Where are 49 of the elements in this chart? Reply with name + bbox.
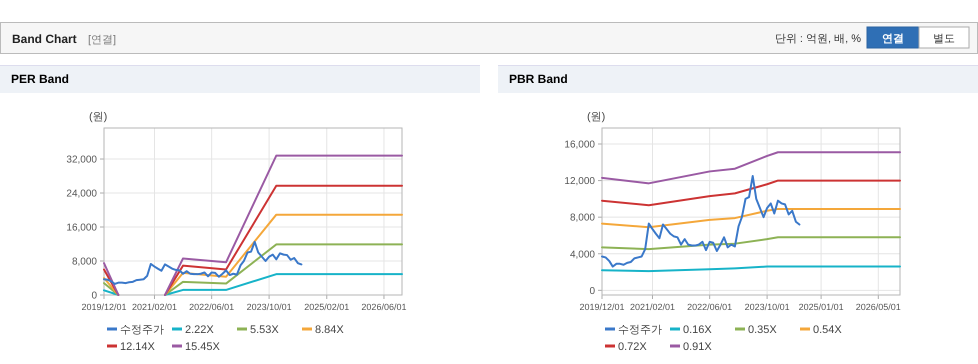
y-tick-label: 8,000 bbox=[570, 212, 596, 224]
y-tick-label: 12,000 bbox=[564, 176, 596, 188]
text: 연결 bbox=[882, 33, 904, 45]
y-tick-label: 16,000 bbox=[66, 222, 98, 234]
legend-label: 15.45X bbox=[185, 341, 221, 353]
legend-label: 2.22X bbox=[185, 324, 214, 336]
y-tick-label: 4,000 bbox=[570, 249, 596, 260]
x-tick-label: 2026/05/01 bbox=[856, 302, 901, 312]
legend-label: 0.54X bbox=[813, 324, 842, 336]
legend-label: 0.72X bbox=[618, 341, 648, 353]
x-tick-label: 2022/06/01 bbox=[189, 302, 234, 312]
chart-title: PBR Band bbox=[498, 65, 978, 93]
line-series bbox=[601, 208, 901, 228]
text: 별도 bbox=[933, 33, 955, 45]
x-tick-label: 2021/02/01 bbox=[630, 302, 675, 312]
line-series bbox=[601, 175, 800, 268]
x-tick-label: 2025/01/01 bbox=[798, 302, 844, 312]
x-tick-label: 2021/02/01 bbox=[132, 302, 177, 312]
y-tick-label: 16,000 bbox=[564, 140, 596, 151]
legend-label: 0.16X bbox=[683, 324, 712, 336]
legend-label: 5.53X bbox=[250, 324, 280, 336]
x-tick-label: 2025/02/01 bbox=[304, 302, 350, 312]
line-series bbox=[103, 240, 302, 285]
y-axis-title: (원) bbox=[89, 111, 108, 123]
legend-label: 12.14X bbox=[120, 341, 156, 353]
y-axis-title: (원) bbox=[587, 111, 606, 123]
y-tick-label: 0 bbox=[589, 286, 596, 297]
text: [연결] bbox=[88, 34, 116, 46]
legend-label: 0.91X bbox=[683, 341, 712, 353]
chart-title: PER Band bbox=[0, 65, 480, 93]
line-series bbox=[601, 180, 901, 206]
x-tick-label: 2019/12/01 bbox=[81, 302, 127, 312]
line-series bbox=[601, 236, 901, 250]
legend-label: 수정주가 bbox=[120, 324, 164, 336]
y-tick-label: 8,000 bbox=[72, 256, 98, 268]
x-tick-label: 2022/06/01 bbox=[687, 302, 732, 312]
y-tick-label: 24,000 bbox=[66, 188, 98, 200]
x-tick-label: 2023/10/01 bbox=[246, 302, 292, 312]
x-tick-label: 2026/06/01 bbox=[361, 302, 406, 312]
legend-label: 수정주가 bbox=[618, 324, 662, 336]
text: Band Chart bbox=[12, 32, 77, 46]
x-tick-label: 2023/10/01 bbox=[744, 302, 790, 312]
legend-label: 0.35X bbox=[748, 324, 778, 336]
legend-label: 8.84X bbox=[315, 324, 344, 336]
line-series bbox=[601, 151, 901, 184]
text: 단위 : 억원, 배, % bbox=[774, 33, 862, 45]
x-tick-label: 2019/12/01 bbox=[579, 302, 625, 312]
y-tick-label: 0 bbox=[91, 290, 98, 302]
y-tick-label: 32,000 bbox=[66, 154, 98, 166]
